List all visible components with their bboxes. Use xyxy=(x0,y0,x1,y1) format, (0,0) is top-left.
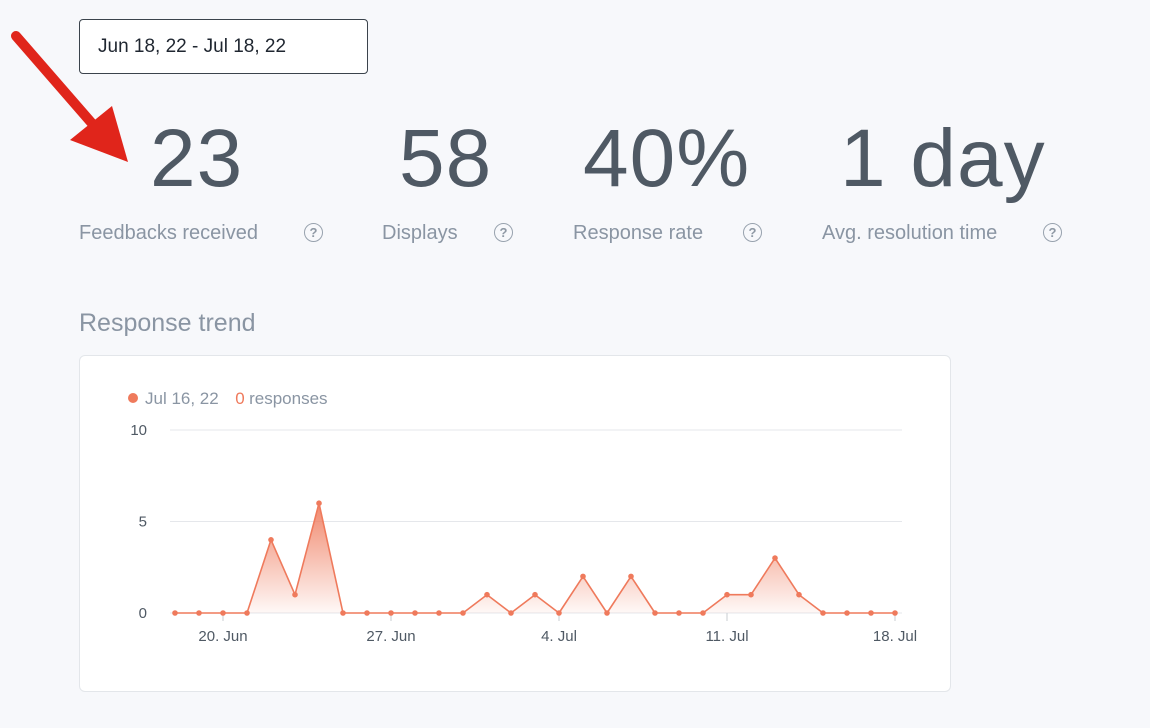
feedbacks-help-icon[interactable]: ? xyxy=(304,223,323,242)
data-point xyxy=(316,500,322,506)
data-point xyxy=(340,610,346,616)
data-point xyxy=(412,610,418,616)
data-point xyxy=(772,555,778,561)
data-point xyxy=(244,610,250,616)
avg-resolution-time-value: 1 day xyxy=(840,113,1046,204)
data-point xyxy=(292,591,298,598)
avg-resolution-help-icon[interactable]: ? xyxy=(1043,223,1062,242)
tooltip-unit: responses xyxy=(249,389,327,408)
data-point xyxy=(700,610,706,616)
data-point xyxy=(220,610,226,616)
data-point xyxy=(892,610,898,616)
tooltip-count: 0 xyxy=(235,389,244,408)
series-area xyxy=(175,503,895,613)
displays-help-icon[interactable]: ? xyxy=(494,223,513,242)
data-point xyxy=(484,591,490,598)
chart-plot-area xyxy=(172,500,898,616)
data-point xyxy=(580,573,586,580)
tooltip-date: Jul 16, 22 xyxy=(145,389,219,408)
red-arrow-annotation xyxy=(11,31,128,162)
feedbacks-received-value: 23 xyxy=(150,113,244,204)
data-point xyxy=(172,610,178,616)
data-point xyxy=(628,573,634,580)
response-trend-title: Response trend xyxy=(79,309,256,337)
response-rate-value: 40% xyxy=(583,113,751,204)
data-point xyxy=(532,591,538,598)
data-point xyxy=(652,610,658,616)
data-point xyxy=(676,610,682,616)
feedbacks-received-label: Feedbacks received xyxy=(79,222,258,244)
data-point xyxy=(556,610,562,616)
response-trend-chart-card: Jul 16, 22 0 responses 0 5 10 20. Jun 27. J… xyxy=(79,355,951,692)
data-point xyxy=(604,610,610,616)
data-point xyxy=(820,610,826,616)
date-range-picker[interactable]: Jun 18, 22 - Jul 18, 22 xyxy=(79,19,368,74)
x-tick-label: 11. Jul xyxy=(705,628,748,645)
y-tick-label: 0 xyxy=(139,605,147,622)
x-tick-label: 27. Jun xyxy=(366,628,415,645)
data-point xyxy=(844,610,850,616)
x-axis: 20. Jun 27. Jun 4. Jul 11. Jul 18. Jul xyxy=(198,613,917,645)
data-point xyxy=(388,610,394,616)
response-rate-help-icon[interactable]: ? xyxy=(743,223,762,242)
x-tick-label: 4. Jul xyxy=(541,628,577,645)
tooltip-legend-dot xyxy=(128,393,138,403)
data-point xyxy=(436,610,442,616)
response-trend-chart[interactable]: Jul 16, 22 0 responses 0 5 10 20. Jun 27. J… xyxy=(80,356,952,693)
data-point xyxy=(196,610,202,616)
data-point xyxy=(508,610,514,616)
data-point xyxy=(460,610,466,616)
data-point xyxy=(748,591,754,598)
data-point xyxy=(268,537,274,543)
y-tick-label: 5 xyxy=(139,514,147,531)
data-point xyxy=(364,610,370,616)
chart-tooltip: Jul 16, 22 0 responses xyxy=(145,389,328,408)
displays-value: 58 xyxy=(399,113,493,204)
avg-resolution-time-label: Avg. resolution time xyxy=(822,222,998,244)
displays-label: Displays xyxy=(382,222,458,244)
data-point xyxy=(724,591,730,598)
x-tick-label: 18. Jul xyxy=(873,628,917,645)
x-tick-label: 20. Jun xyxy=(198,628,247,645)
y-tick-label: 10 xyxy=(130,422,147,439)
data-point xyxy=(796,591,802,598)
data-point xyxy=(868,610,874,616)
y-axis: 0 5 10 xyxy=(130,422,147,622)
response-rate-label: Response rate xyxy=(573,222,704,244)
